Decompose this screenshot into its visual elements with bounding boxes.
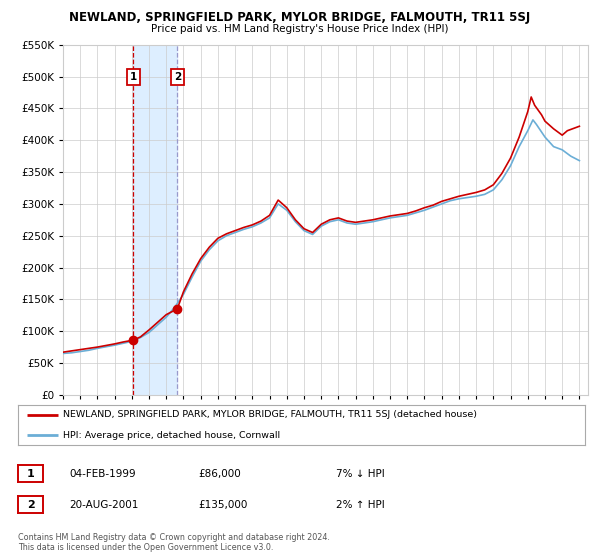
Text: NEWLAND, SPRINGFIELD PARK, MYLOR BRIDGE, FALMOUTH, TR11 5SJ (detached house): NEWLAND, SPRINGFIELD PARK, MYLOR BRIDGE,… <box>64 410 478 419</box>
Text: 20-AUG-2001: 20-AUG-2001 <box>69 500 139 510</box>
Text: 04-FEB-1999: 04-FEB-1999 <box>69 469 136 479</box>
Text: 7% ↓ HPI: 7% ↓ HPI <box>336 469 385 479</box>
Text: NEWLAND, SPRINGFIELD PARK, MYLOR BRIDGE, FALMOUTH, TR11 5SJ: NEWLAND, SPRINGFIELD PARK, MYLOR BRIDGE,… <box>70 11 530 24</box>
Text: Price paid vs. HM Land Registry's House Price Index (HPI): Price paid vs. HM Land Registry's House … <box>151 24 449 34</box>
Text: 2: 2 <box>27 500 34 510</box>
Text: 2% ↑ HPI: 2% ↑ HPI <box>336 500 385 510</box>
Text: 1: 1 <box>27 469 34 479</box>
Text: HPI: Average price, detached house, Cornwall: HPI: Average price, detached house, Corn… <box>64 431 280 440</box>
Text: £86,000: £86,000 <box>198 469 241 479</box>
Text: 1: 1 <box>130 72 137 82</box>
Bar <box>133 45 177 395</box>
Text: 2: 2 <box>173 72 181 82</box>
Text: Contains HM Land Registry data © Crown copyright and database right 2024.: Contains HM Land Registry data © Crown c… <box>18 533 330 542</box>
Text: This data is licensed under the Open Government Licence v3.0.: This data is licensed under the Open Gov… <box>18 543 274 552</box>
Text: £135,000: £135,000 <box>198 500 247 510</box>
